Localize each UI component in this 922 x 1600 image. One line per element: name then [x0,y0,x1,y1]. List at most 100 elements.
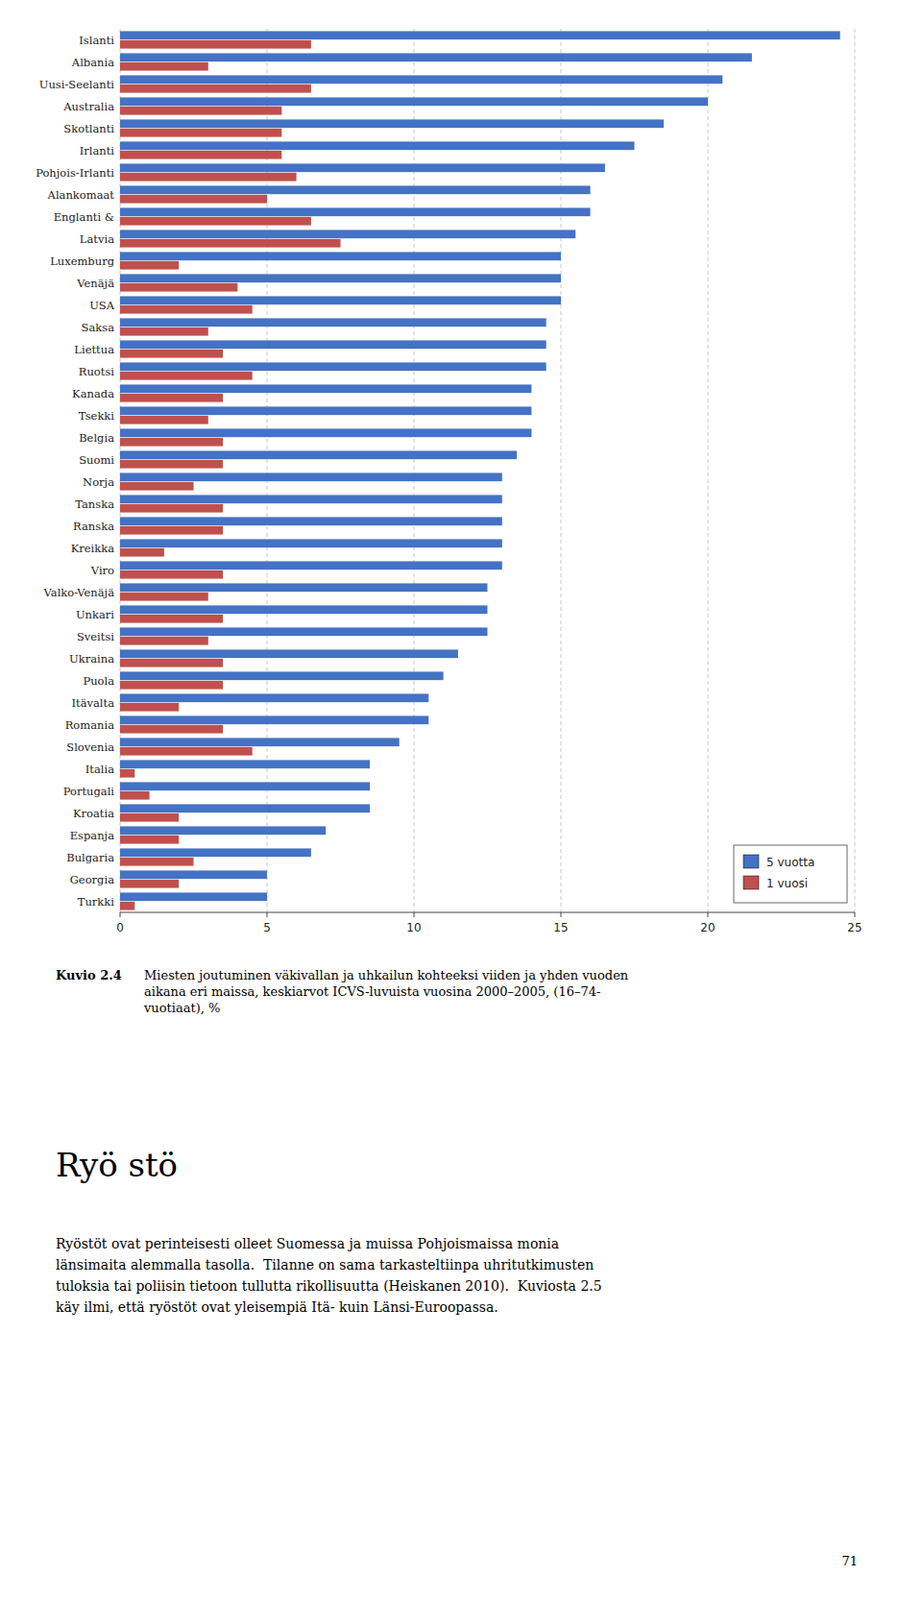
category-label: Sveitsi [76,630,115,644]
category-label: Slovenia [66,740,115,754]
bar [120,362,547,371]
category-label: Uusi-Seelanti [39,77,116,92]
category-label: Venäjä [75,276,115,291]
bar [120,239,341,248]
grid-line [854,28,856,913]
grid-line [560,28,562,913]
tick-label: 15 [553,921,568,935]
bar [120,781,370,791]
grid-line [120,28,122,913]
bar [120,649,459,658]
category-label: Puola [82,674,115,688]
bar [120,803,370,813]
category-label: Portugali [63,784,116,799]
bar [120,737,400,747]
bar [120,703,179,712]
bar [120,251,561,261]
bar [120,548,165,558]
bar [120,582,488,592]
bar [120,128,282,138]
body-text: käy ilmi, että ryöstöt ovat yleisempiä I… [55,1299,499,1315]
bar [120,406,532,415]
category-label: USA [89,298,116,313]
bar [120,119,664,128]
category-label: Tsekki [78,409,115,423]
background [0,0,922,1600]
category-label: Irlanti [79,144,116,158]
legend-box [733,845,848,903]
bar [120,339,547,349]
bar [120,570,223,580]
subtitle: aikana eri maissa, keskiarvot ICVS-luvui… [144,984,601,999]
bar [120,273,561,283]
bar [120,327,209,337]
subtitle: vuotiaat), % [143,1000,220,1016]
bar [120,560,503,570]
axis-line [120,912,855,914]
bar [120,30,841,40]
bar [120,393,223,403]
bar [120,680,223,690]
bar [120,516,503,526]
category-label: Norja [82,475,115,489]
legend: 5 vuotta1 vuosi [733,845,848,903]
bar [120,592,209,602]
bar [120,769,135,778]
tick-mark [854,912,856,918]
bar [120,725,223,734]
bar [120,813,179,823]
bar [120,482,195,491]
category-label: Islanti [78,33,115,48]
bar [120,185,591,195]
bar [120,40,312,49]
bar [120,207,591,217]
category-label: Saksa [81,320,116,335]
category-label: Valko-Venäjä [43,585,116,600]
body-text: Ryöstöt ovat perinteisesti olleet Suomes… [55,1236,559,1252]
bar [120,437,223,447]
legend-swatch [743,854,759,869]
category-label: Pohjois-Irlanti [35,166,115,180]
bar [120,605,488,614]
bar [120,217,312,226]
bar [120,504,223,513]
bar [120,472,503,482]
bar [120,52,753,62]
subtitle: Miesten joutuminen väkivallan ja uhkailu… [144,968,630,983]
bar [120,857,195,867]
bar [120,870,267,879]
category-label: Albania [71,55,115,70]
category-label: Australia [62,99,115,114]
legend-label: 1 vuosi [766,876,808,891]
category-label: Ruotsi [78,364,116,379]
category-label: Kanada [72,387,115,401]
bar [120,693,429,703]
bar [120,715,429,725]
bar [120,229,576,239]
tick-mark [560,912,562,918]
x-axis: 0510152025 [116,912,862,935]
tick-label: 25 [847,921,862,935]
bar [120,825,326,835]
category-label: Tanska [74,497,115,511]
category-label: Latvia [79,232,115,246]
bar [120,879,179,889]
tick-mark [266,912,268,918]
page: 0510152025IslantiAlbaniaUusi-SeelantiAus… [0,0,922,1600]
bar [120,84,312,94]
category-label: Romania [65,718,115,732]
category-label: Alankomaat [47,188,116,202]
bar [120,141,635,150]
category-label: Belgia [78,431,115,445]
bar [120,494,503,504]
tick-mark [120,912,122,918]
bar [120,450,517,460]
tick-label: 10 [406,921,421,935]
bar [120,97,708,106]
body-text: tuloksia tai poliisin tietoon tullutta r… [55,1278,603,1294]
bar [120,538,503,548]
category-label: Liettua [73,342,115,357]
tick-label: 20 [700,921,715,935]
grid-line [707,28,709,913]
section-heading: Ryö stö [55,1145,178,1185]
